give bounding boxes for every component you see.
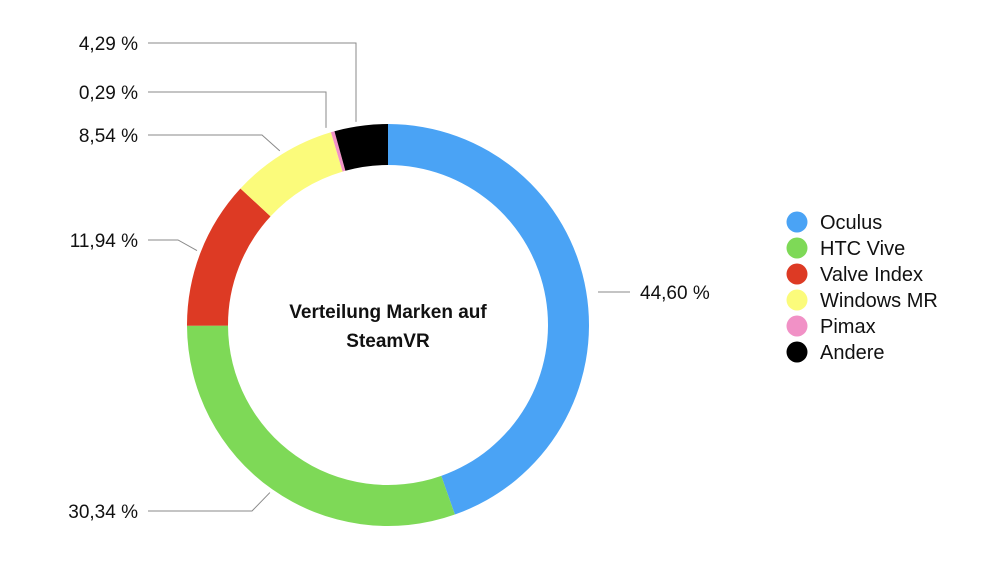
chart-title-line-1: Verteilung Marken auf: [289, 302, 487, 323]
legend-swatch-windows-mr: [786, 289, 808, 311]
slice-htc-vive: [187, 325, 455, 526]
slice-label-windows-mr: 8,54 %: [79, 126, 138, 147]
leader-lines: [148, 42, 630, 512]
slice-labels: 44,60 % 30,34 % 11,94 % 8,54 % 0,29 % 4,29 %: [68, 34, 710, 523]
slice-andere: [334, 124, 388, 171]
slice-oculus: [388, 124, 589, 515]
legend-swatch-pimax: [786, 315, 808, 337]
legend-label-pimax: Pimax: [820, 316, 876, 338]
legend-label-andere: Andere: [820, 342, 885, 364]
leader-line-valve-index: [148, 239, 198, 252]
chart-title-line-2: SteamVR: [346, 331, 430, 352]
leader-line-windows-mr: [148, 134, 281, 152]
legend-swatch-oculus: [786, 211, 808, 233]
slice-valve-index: [187, 188, 271, 326]
slice-pimax: [330, 131, 346, 172]
legend: Oculus HTC Vive Valve Index Windows MR Pimax…: [786, 211, 938, 364]
legend-label-htc-vive: HTC Vive: [820, 238, 905, 260]
legend-label-windows-mr: Windows MR: [820, 290, 938, 312]
legend-label-oculus: Oculus: [820, 212, 882, 234]
slice-label-valve-index: 11,94 %: [70, 231, 138, 252]
slice-label-htc-vive: 30,34 %: [68, 502, 138, 523]
donut-slices: [187, 124, 589, 526]
slice-windows-mr: [240, 132, 343, 217]
legend-label-valve-index: Valve Index: [820, 264, 923, 286]
slice-label-oculus: 44,60 %: [640, 283, 710, 304]
legend-swatch-valve-index: [786, 263, 808, 285]
slice-label-pimax: 0,29 %: [79, 83, 138, 104]
slice-label-andere: 4,29 %: [79, 34, 138, 55]
legend-swatch-andere: [786, 341, 808, 363]
leader-line-pimax: [148, 91, 327, 128]
leader-line-htc-vive: [148, 492, 271, 512]
leader-line-andere: [148, 42, 357, 122]
legend-swatch-htc-vive: [786, 237, 808, 259]
